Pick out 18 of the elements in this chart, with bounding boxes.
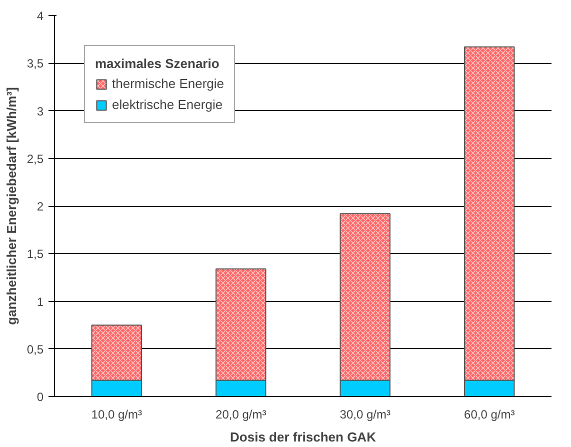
x-axis-title: Dosis der frischen GAK [230, 430, 377, 444]
y-tick-label: 3 [36, 104, 44, 118]
y-axis-title: ganzheitlicher Energiebedarf [kWh/m³] [4, 87, 19, 325]
x-tick-label: 10,0 g/m³ [91, 408, 142, 422]
y-tick-label: 2,5 [26, 152, 44, 166]
y-tick-label: 2 [36, 200, 44, 214]
y-tick-label: 4 [36, 9, 44, 23]
y-tick-label: 0 [36, 390, 44, 404]
y-tick-label: 0,5 [26, 342, 44, 356]
y-tick-label: 1 [36, 294, 44, 309]
legend-label: thermische Energie [112, 76, 224, 91]
y-tick-label: 3,5 [26, 56, 44, 71]
y-tick-label: 1,5 [26, 247, 44, 262]
x-tick-label: 20,0 g/m³ [216, 408, 266, 422]
legend-label: elektrische Energie [112, 97, 223, 112]
x-tick-label: 30,0 g/m³ [340, 408, 390, 422]
legend-title: maximales Szenario [95, 56, 220, 71]
x-tick-label: 60,0 g/m³ [464, 408, 515, 422]
